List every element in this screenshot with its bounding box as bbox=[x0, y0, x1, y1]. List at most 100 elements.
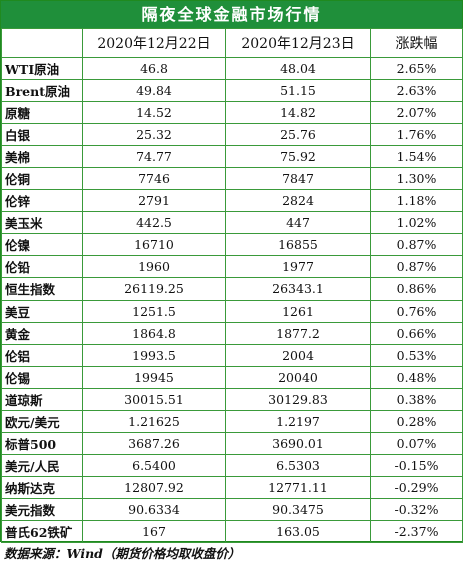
table-row: 恒生指数 26119.25 26343.1 0.86% bbox=[1, 277, 463, 301]
table-row: WTI原油 46.8 48.04 2.65% bbox=[1, 56, 463, 81]
row-value-date-1: 1251.5 bbox=[82, 299, 226, 323]
row-name: 美豆 bbox=[1, 299, 83, 323]
table-row: 欧元/美元 1.21625 1.2197 0.28% bbox=[1, 409, 463, 433]
row-value-date-2: 6.5303 bbox=[225, 453, 371, 477]
row-value-date-1: 25.32 bbox=[82, 123, 226, 147]
row-value-date-1: 26119.25 bbox=[82, 277, 226, 301]
row-change: 1.02% bbox=[370, 211, 463, 235]
table-row: 美元指数 90.6334 90.3475 -0.32% bbox=[1, 497, 463, 521]
row-change: -2.37% bbox=[370, 519, 463, 544]
row-change: 0.86% bbox=[370, 277, 463, 301]
row-change: 0.38% bbox=[370, 387, 463, 411]
header-date-2: 2020年12月23日 bbox=[225, 28, 371, 58]
row-name: Brent原油 bbox=[1, 79, 83, 103]
row-value-date-2: 7847 bbox=[225, 167, 371, 191]
header-name bbox=[1, 28, 83, 58]
data-source-note: 数据来源：Wind（期货价格均取收盘价） bbox=[4, 546, 241, 562]
row-change: 1.54% bbox=[370, 145, 463, 169]
row-name: 伦锡 bbox=[1, 365, 83, 389]
row-name: 纳斯达克 bbox=[1, 475, 83, 499]
row-value-date-1: 46.8 bbox=[82, 56, 226, 81]
row-value-date-2: 51.15 bbox=[225, 79, 371, 103]
table-row: 白银 25.32 25.76 1.76% bbox=[1, 123, 463, 147]
row-value-date-2: 25.76 bbox=[225, 123, 371, 147]
row-value-date-1: 3687.26 bbox=[82, 431, 226, 455]
table-body: WTI原油 46.8 48.04 2.65% Brent原油 49.84 51.15 2.63… bbox=[1, 56, 463, 544]
table-row: 伦镍 16710 16855 0.87% bbox=[1, 233, 463, 257]
table-row: 标普500 3687.26 3690.01 0.07% bbox=[1, 431, 463, 455]
row-value-date-1: 19945 bbox=[82, 365, 226, 389]
row-value-date-2: 12771.11 bbox=[225, 475, 371, 499]
row-value-date-1: 1960 bbox=[82, 255, 226, 279]
row-value-date-1: 14.52 bbox=[82, 101, 226, 125]
row-name: 伦铅 bbox=[1, 255, 83, 279]
row-value-date-2: 1877.2 bbox=[225, 321, 371, 345]
row-change: 2.65% bbox=[370, 56, 463, 81]
row-name: 伦铜 bbox=[1, 167, 83, 191]
row-name: 伦铝 bbox=[1, 343, 83, 367]
row-value-date-2: 75.92 bbox=[225, 145, 371, 169]
row-name: 美元指数 bbox=[1, 497, 83, 521]
row-name: 美棉 bbox=[1, 145, 83, 169]
row-value-date-1: 74.77 bbox=[82, 145, 226, 169]
row-name: 伦镍 bbox=[1, 233, 83, 257]
row-change: -0.29% bbox=[370, 475, 463, 499]
row-change: 1.18% bbox=[370, 189, 463, 213]
table-header-row: 2020年12月22日 2020年12月23日 涨跌幅 bbox=[1, 28, 463, 58]
row-value-date-1: 30015.51 bbox=[82, 387, 226, 411]
row-value-date-2: 16855 bbox=[225, 233, 371, 257]
row-value-date-1: 442.5 bbox=[82, 211, 226, 235]
row-change: 0.07% bbox=[370, 431, 463, 455]
table-row: 伦铅 1960 1977 0.87% bbox=[1, 255, 463, 279]
row-name: 恒生指数 bbox=[1, 277, 83, 301]
row-name: 黄金 bbox=[1, 321, 83, 345]
row-value-date-1: 1993.5 bbox=[82, 343, 226, 367]
row-change: 0.87% bbox=[370, 255, 463, 279]
row-value-date-2: 1977 bbox=[225, 255, 371, 279]
row-value-date-2: 1261 bbox=[225, 299, 371, 323]
row-name: 原糖 bbox=[1, 101, 83, 125]
table-row: 美豆 1251.5 1261 0.76% bbox=[1, 299, 463, 323]
row-change: 2.07% bbox=[370, 101, 463, 125]
row-value-date-2: 90.3475 bbox=[225, 497, 371, 521]
row-name: 普氏62铁矿 bbox=[1, 519, 83, 544]
table-row: 原糖 14.52 14.82 2.07% bbox=[1, 101, 463, 125]
row-change: 0.28% bbox=[370, 409, 463, 433]
market-table: 2020年12月22日 2020年12月23日 涨跌幅 WTI原油 46.8 48.… bbox=[1, 28, 463, 544]
row-value-date-1: 1864.8 bbox=[82, 321, 226, 345]
header-change: 涨跌幅 bbox=[370, 28, 463, 58]
table-row: 美元/人民 6.5400 6.5303 -0.15% bbox=[1, 453, 463, 477]
table-row: 道琼斯 30015.51 30129.83 0.38% bbox=[1, 387, 463, 411]
row-name: 美玉米 bbox=[1, 211, 83, 235]
row-value-date-2: 447 bbox=[225, 211, 371, 235]
row-value-date-1: 12807.92 bbox=[82, 475, 226, 499]
row-value-date-1: 1.21625 bbox=[82, 409, 226, 433]
row-change: -0.32% bbox=[370, 497, 463, 521]
table-row: 伦锌 2791 2824 1.18% bbox=[1, 189, 463, 213]
header-date-1: 2020年12月22日 bbox=[82, 28, 226, 58]
row-value-date-2: 14.82 bbox=[225, 101, 371, 125]
row-value-date-1: 16710 bbox=[82, 233, 226, 257]
row-name: 欧元/美元 bbox=[1, 409, 83, 433]
table-row: 黄金 1864.8 1877.2 0.66% bbox=[1, 321, 463, 345]
row-name: 伦锌 bbox=[1, 189, 83, 213]
row-value-date-2: 26343.1 bbox=[225, 277, 371, 301]
row-change: 1.76% bbox=[370, 123, 463, 147]
row-value-date-1: 2791 bbox=[82, 189, 226, 213]
row-value-date-2: 48.04 bbox=[225, 56, 371, 81]
row-change: 0.87% bbox=[370, 233, 463, 257]
table-row: 纳斯达克 12807.92 12771.11 -0.29% bbox=[1, 475, 463, 499]
page-title: 隔夜全球金融市场行情 bbox=[1, 1, 462, 28]
row-value-date-1: 90.6334 bbox=[82, 497, 226, 521]
row-value-date-2: 3690.01 bbox=[225, 431, 371, 455]
row-value-date-2: 1.2197 bbox=[225, 409, 371, 433]
row-value-date-1: 167 bbox=[82, 519, 226, 544]
row-value-date-1: 7746 bbox=[82, 167, 226, 191]
row-change: 2.63% bbox=[370, 79, 463, 103]
row-name: 标普500 bbox=[1, 431, 83, 455]
row-name: WTI原油 bbox=[1, 56, 83, 81]
table-row: 伦铝 1993.5 2004 0.53% bbox=[1, 343, 463, 367]
row-value-date-2: 30129.83 bbox=[225, 387, 371, 411]
row-name: 道琼斯 bbox=[1, 387, 83, 411]
